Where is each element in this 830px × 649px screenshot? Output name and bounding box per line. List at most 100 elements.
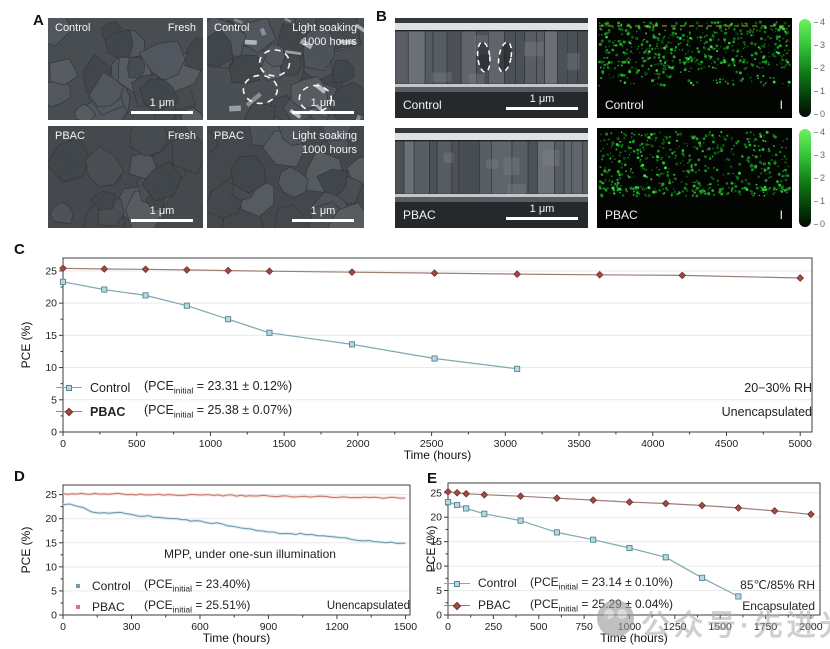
colorbar-tick: 0 [814, 219, 825, 229]
legend-item-control: Control (PCEinitial = 23.14 ± 0.10%) [444, 573, 673, 593]
crosssection-sem-control: Control 1 μm [395, 18, 588, 118]
svg-text:0: 0 [60, 621, 66, 633]
svg-text:25: 25 [45, 265, 57, 277]
crosssection-sem-pbac: PBAC 1 μm [395, 128, 588, 228]
scalebar: 1 μm [506, 93, 578, 110]
pbac-marker-icon [76, 604, 80, 609]
panel-a-label: A [33, 12, 44, 29]
svg-text:1500: 1500 [394, 621, 418, 633]
svg-text:25: 25 [45, 489, 57, 501]
svg-text:4000: 4000 [641, 438, 665, 450]
condition-label: Light soaking 1000 hours [292, 130, 357, 156]
scalebar: 1 μm [131, 97, 193, 114]
panel-b-label: B [376, 8, 387, 25]
svg-text:5: 5 [51, 585, 57, 597]
svg-text:750: 750 [575, 621, 593, 633]
sample-label: Control [605, 98, 644, 112]
svg-text:PCE (%): PCE (%) [19, 527, 33, 574]
svg-text:3000: 3000 [494, 438, 518, 450]
svg-text:0: 0 [60, 438, 66, 450]
sem-texture [207, 18, 364, 120]
control-marker-icon [56, 385, 82, 391]
sample-label: Control [214, 22, 250, 34]
legend-item-control: Control (PCEinitial = 23.40%) [70, 576, 250, 595]
sample-label: PBAC [55, 130, 85, 142]
condition-label: Light soaking 1000 hours [292, 22, 357, 48]
scalebar: 1 μm [292, 97, 354, 114]
svg-text:15: 15 [430, 536, 442, 548]
colorbar-pbac: 4 3 2 1 0 [799, 127, 830, 229]
eds-texture [597, 128, 792, 228]
panel-c-label: C [14, 241, 25, 258]
colorbar-gradient [799, 19, 811, 117]
sample-label: Control [403, 98, 442, 112]
encapsulation-annotation: Encapsulated [742, 599, 815, 613]
svg-text:1750: 1750 [754, 621, 778, 633]
svg-text:PCE (%): PCE (%) [425, 526, 438, 573]
colorbar-tick: 2 [814, 173, 825, 183]
colorbar-control: 4 3 2 1 0 [799, 17, 830, 119]
sem-texture [395, 18, 588, 118]
sample-label: PBAC [403, 208, 436, 222]
svg-text:1200: 1200 [325, 621, 349, 633]
eds-texture [597, 18, 792, 118]
encapsulation-annotation: Unencapsulated [326, 600, 410, 612]
colorbar-tick: 3 [814, 150, 825, 160]
legend-item-control: Control (PCEinitial = 23.31 ± 0.12%) [56, 377, 292, 398]
scalebar: 1 μm [506, 203, 578, 220]
sem-image-control-fresh: Control Fresh 1 μm [48, 18, 203, 120]
svg-text:0: 0 [51, 610, 57, 622]
stability-chart-shelf: 0 500 1000 1500 2000 2500 3000 3500 4000 4500 5000… [19, 257, 813, 462]
damp-heat-chart: 0 250 500 750 1000 1250 1500 1750 20000510152025… [425, 482, 823, 645]
svg-text:15: 15 [45, 537, 57, 549]
condition-label: Fresh [167, 22, 196, 34]
sem-texture [48, 18, 203, 120]
colorbar-tick: 4 [814, 17, 825, 27]
svg-text:5: 5 [436, 585, 442, 597]
eds-map-pbac: PBAC I [597, 128, 792, 228]
colorbar-tick: 4 [814, 127, 825, 137]
svg-text:1250: 1250 [663, 621, 687, 633]
svg-text:15: 15 [45, 330, 57, 342]
svg-text:600: 600 [191, 621, 209, 633]
colorbar-tick: 0 [814, 109, 825, 119]
svg-text:10: 10 [430, 561, 442, 573]
sem-texture [48, 126, 203, 228]
svg-text:1500: 1500 [272, 438, 296, 450]
svg-text:10: 10 [45, 362, 57, 374]
svg-text:0: 0 [436, 610, 442, 622]
svg-text:Time (hours): Time (hours) [203, 631, 271, 645]
svg-text:2000: 2000 [799, 621, 823, 633]
element-label: I [779, 98, 783, 112]
panel-d-label: D [14, 468, 25, 485]
colorbar-tick: 1 [814, 196, 825, 206]
mpp-tracking-chart: 0 300 600 900 1200 1500 0 5 10 15 20 25 Time (hours)… [19, 484, 418, 645]
humidity-annotation: 20−30% RH [744, 381, 812, 395]
eds-map-control: Control I [597, 18, 792, 118]
pbac-marker-icon [444, 601, 470, 610]
mpp-annotation: MPP, under one-sun illumination [164, 547, 336, 561]
svg-text:0: 0 [51, 427, 57, 439]
svg-text:0: 0 [445, 621, 451, 633]
svg-text:Time (hours): Time (hours) [600, 631, 668, 645]
sample-label: Control [55, 22, 91, 34]
control-marker-icon [76, 583, 80, 588]
control-marker-icon [444, 580, 470, 587]
svg-text:2000: 2000 [346, 438, 370, 450]
svg-text:3500: 3500 [567, 438, 591, 450]
svg-text:1000: 1000 [199, 438, 223, 450]
svg-text:900: 900 [260, 621, 278, 633]
chart-c-legend: Control (PCEinitial = 23.31 ± 0.12%) PBA… [56, 377, 292, 422]
sem-image-pbac-fresh: PBAC Fresh 1 μm [48, 126, 203, 228]
legend-item-pbac: PBAC (PCEinitial = 25.38 ± 0.07%) [56, 401, 292, 422]
svg-text:1500: 1500 [709, 621, 733, 633]
svg-text:PCE (%): PCE (%) [19, 322, 33, 369]
svg-text:500: 500 [128, 438, 146, 450]
encapsulation-annotation: Unencapsulated [721, 405, 812, 419]
scalebar: 1 μm [131, 205, 193, 222]
sem-texture [395, 128, 588, 228]
pbac-marker-icon [56, 407, 82, 417]
svg-text:2500: 2500 [420, 438, 444, 450]
svg-text:20: 20 [430, 512, 442, 524]
